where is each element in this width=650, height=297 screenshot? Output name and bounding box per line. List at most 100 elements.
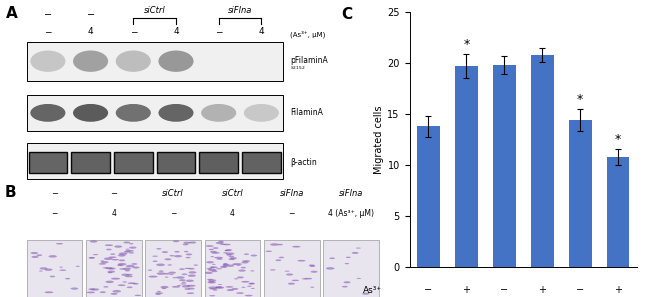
Text: −: − xyxy=(289,209,295,218)
Ellipse shape xyxy=(159,50,194,72)
Ellipse shape xyxy=(45,291,53,293)
Text: C: C xyxy=(341,7,352,22)
Ellipse shape xyxy=(148,276,157,277)
Ellipse shape xyxy=(356,278,361,279)
Circle shape xyxy=(184,251,188,252)
Circle shape xyxy=(346,257,351,258)
Circle shape xyxy=(250,270,255,271)
Circle shape xyxy=(125,270,130,271)
Circle shape xyxy=(133,266,140,268)
Circle shape xyxy=(157,291,161,292)
Circle shape xyxy=(106,249,112,250)
Ellipse shape xyxy=(112,259,119,260)
Ellipse shape xyxy=(208,279,216,281)
Text: −: − xyxy=(170,209,176,218)
Circle shape xyxy=(125,249,129,250)
Circle shape xyxy=(39,271,43,272)
Circle shape xyxy=(168,264,172,266)
Ellipse shape xyxy=(103,267,109,268)
Circle shape xyxy=(181,274,187,275)
Text: 4: 4 xyxy=(259,27,264,37)
Text: A: A xyxy=(5,6,17,21)
Ellipse shape xyxy=(224,244,231,245)
Ellipse shape xyxy=(187,285,196,287)
Circle shape xyxy=(352,252,359,254)
Text: +: + xyxy=(462,285,471,295)
Text: 4: 4 xyxy=(230,209,235,218)
Circle shape xyxy=(162,251,168,253)
FancyBboxPatch shape xyxy=(27,240,83,297)
Ellipse shape xyxy=(209,266,218,268)
Circle shape xyxy=(188,271,196,274)
Circle shape xyxy=(159,271,164,272)
Text: −: − xyxy=(44,27,51,37)
Circle shape xyxy=(224,250,228,251)
FancyBboxPatch shape xyxy=(200,152,238,173)
Circle shape xyxy=(126,265,135,267)
Circle shape xyxy=(185,288,190,290)
Circle shape xyxy=(176,276,185,279)
Ellipse shape xyxy=(59,269,66,271)
Circle shape xyxy=(45,268,53,271)
Circle shape xyxy=(75,266,80,267)
Circle shape xyxy=(108,272,112,273)
Ellipse shape xyxy=(209,281,214,282)
Ellipse shape xyxy=(216,268,222,269)
Ellipse shape xyxy=(135,295,141,296)
Bar xyxy=(531,55,554,267)
Circle shape xyxy=(186,253,192,255)
Bar xyxy=(493,65,515,267)
Circle shape xyxy=(123,268,131,270)
Circle shape xyxy=(181,282,186,283)
FancyBboxPatch shape xyxy=(27,143,283,179)
FancyBboxPatch shape xyxy=(114,152,153,173)
Circle shape xyxy=(124,241,130,244)
Text: −: − xyxy=(51,209,58,218)
Circle shape xyxy=(188,274,196,277)
Circle shape xyxy=(210,251,217,253)
Circle shape xyxy=(216,258,223,260)
Circle shape xyxy=(247,286,252,287)
Circle shape xyxy=(234,278,239,279)
Ellipse shape xyxy=(298,260,305,262)
Circle shape xyxy=(226,254,231,256)
Circle shape xyxy=(117,264,123,266)
Circle shape xyxy=(185,257,190,258)
Text: 4: 4 xyxy=(88,27,94,37)
Circle shape xyxy=(179,279,186,281)
Circle shape xyxy=(168,271,176,274)
Circle shape xyxy=(183,242,190,244)
Circle shape xyxy=(326,267,335,270)
Circle shape xyxy=(49,276,55,277)
Circle shape xyxy=(270,243,279,246)
Circle shape xyxy=(31,256,39,258)
Text: 4: 4 xyxy=(112,209,116,218)
Text: −: − xyxy=(111,189,118,198)
Circle shape xyxy=(216,286,224,289)
Ellipse shape xyxy=(233,263,242,265)
Text: −: − xyxy=(500,285,508,295)
Circle shape xyxy=(251,255,257,257)
Circle shape xyxy=(133,283,138,285)
Circle shape xyxy=(131,263,137,265)
FancyBboxPatch shape xyxy=(27,42,283,81)
Circle shape xyxy=(99,291,106,293)
Circle shape xyxy=(164,277,168,278)
Circle shape xyxy=(232,264,236,265)
Circle shape xyxy=(36,254,42,256)
Circle shape xyxy=(276,259,281,261)
Circle shape xyxy=(209,286,217,289)
Circle shape xyxy=(206,261,214,263)
FancyBboxPatch shape xyxy=(27,95,283,131)
Circle shape xyxy=(237,277,244,278)
Circle shape xyxy=(194,264,198,266)
Ellipse shape xyxy=(99,263,106,265)
Text: *: * xyxy=(615,133,621,146)
Circle shape xyxy=(101,261,109,263)
Text: pFilaminA: pFilaminA xyxy=(290,56,328,65)
Ellipse shape xyxy=(209,288,217,290)
Ellipse shape xyxy=(56,243,63,244)
Circle shape xyxy=(40,267,47,270)
Circle shape xyxy=(344,263,349,264)
Circle shape xyxy=(188,268,194,270)
